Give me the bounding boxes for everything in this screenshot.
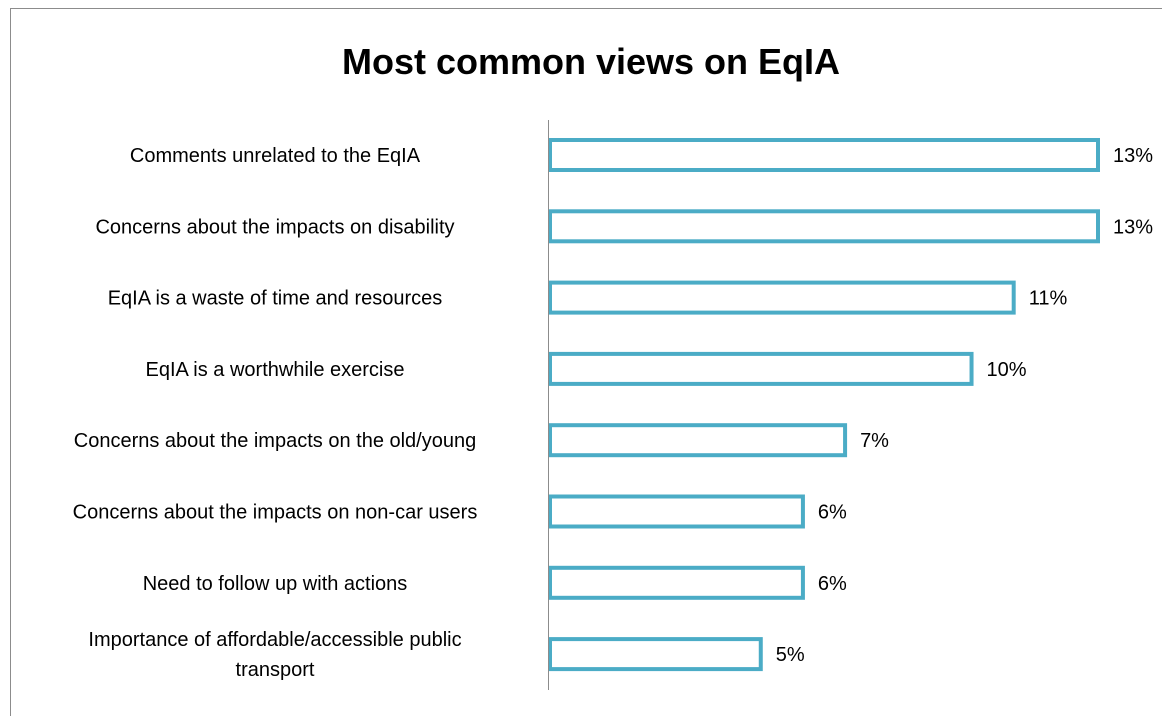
category-label-1: Comments unrelated to the EqIA	[130, 145, 421, 167]
data-label-8: 5%	[776, 644, 805, 666]
bar-5	[548, 423, 848, 458]
bar-6	[548, 494, 805, 529]
bars-layer	[548, 138, 1100, 672]
chart-title: Most common views on EqIA	[342, 41, 840, 82]
bar-4	[548, 351, 974, 386]
data-label-1: 13%	[1113, 145, 1153, 167]
bar-2	[548, 209, 1100, 244]
data-label-4: 10%	[987, 359, 1027, 381]
data-label-5: 7%	[860, 430, 889, 452]
category-label-5: Concerns about the impacts on the old/yo…	[74, 430, 476, 452]
category-label-7: Need to follow up with actions	[143, 573, 408, 595]
category-labels-layer: Comments unrelated to the EqIA Concerns a…	[73, 145, 478, 681]
data-label-2: 13%	[1113, 216, 1153, 238]
bar-1	[548, 138, 1100, 172]
category-label-4: EqIA is a worthwhile exercise	[145, 359, 404, 381]
category-label-2: Concerns about the impacts on disability	[95, 216, 454, 238]
category-label-3: EqIA is a waste of time and resources	[108, 288, 443, 310]
data-label-7: 6%	[818, 573, 847, 595]
data-labels-layer: 13% 13% 11% 10% 7% 6% 6% 5%	[776, 145, 1153, 666]
data-label-6: 6%	[818, 502, 847, 524]
bar-7	[548, 565, 805, 600]
data-label-3: 11%	[1029, 288, 1068, 310]
bar-3	[548, 280, 1016, 315]
bar-8	[548, 637, 763, 672]
category-label-8: Importance of affordable/accessible publ…	[88, 629, 461, 681]
category-label-6: Concerns about the impacts on non-car us…	[73, 502, 478, 524]
